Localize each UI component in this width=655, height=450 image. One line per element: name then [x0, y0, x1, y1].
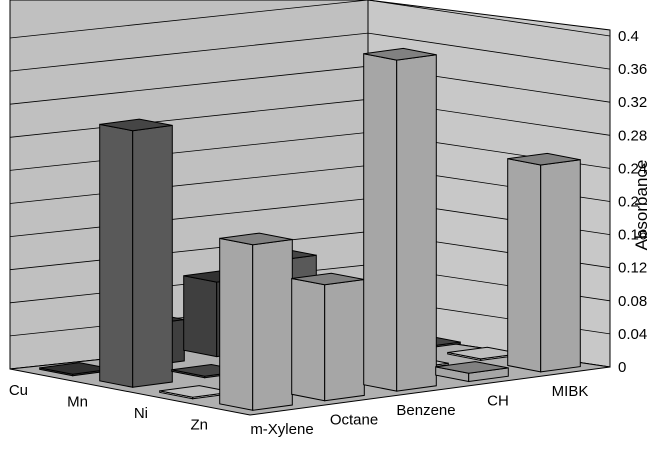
y-axis-ticks: 0 0.04 0.08 0.12 0.16 0.2 0.24 0.28 0.32 0.36 0.4: [618, 28, 647, 376]
bar-top: [219, 232, 293, 246]
y-tick-label: 0.2: [618, 194, 639, 211]
bar-top: [435, 361, 509, 374]
bar-front: [540, 159, 581, 373]
depth-label: Cu: [9, 382, 28, 399]
bar-front: [132, 124, 173, 388]
category-label: Octane: [330, 412, 378, 429]
bar-side: [183, 275, 218, 358]
y-tick-label: 0.32: [618, 94, 647, 111]
y-tick-label: 0.28: [618, 127, 647, 144]
bar-top: [159, 385, 233, 398]
depth-axis-labels: Zn Ni Mn Cu: [9, 382, 208, 434]
y-tick-label: 0.36: [618, 61, 647, 78]
bar-Zn-Octane: [291, 272, 365, 402]
depth-label: Zn: [190, 416, 208, 433]
y-tick-label: 0.4: [618, 28, 639, 45]
bar-Zn-m-Xylene: [219, 232, 293, 411]
bar-top: [99, 118, 173, 132]
bar-top: [39, 362, 113, 375]
bars: [39, 47, 581, 411]
bar-front: [396, 54, 437, 392]
depth-label: Ni: [134, 405, 148, 422]
bar-side: [219, 237, 254, 411]
category-labels: m-Xylene Octane Benzene CH MIBK: [250, 383, 588, 438]
y-tick-label: 0: [618, 359, 626, 376]
y-tick-label: 0.04: [618, 326, 647, 343]
bar-Zn-CH: [435, 361, 509, 383]
bar-top: [291, 272, 365, 286]
y-axis-title: Absorbance: [632, 160, 651, 251]
bar-Mn-m-Xylene: [99, 118, 173, 388]
gridline: [9, 0, 611, 39]
category-label: MIBK: [552, 383, 589, 400]
bar-top: [507, 152, 581, 166]
bar-side: [363, 53, 398, 392]
depth-label: Mn: [67, 393, 88, 410]
category-label: Benzene: [396, 402, 455, 419]
y-tick-label: 0.24: [618, 160, 647, 177]
y-tick-label: 0.12: [618, 260, 647, 277]
bar-Zn-MIBK: [507, 152, 581, 373]
y-tick-label: 0.16: [618, 227, 647, 244]
bar-Zn-Benzene: [363, 47, 437, 392]
bar-front: [252, 238, 293, 411]
y-tick-label: 0.08: [618, 293, 647, 310]
bar-top: [363, 47, 437, 61]
bar-side: [99, 123, 134, 388]
bar-side: [291, 277, 326, 402]
bar-front: [324, 278, 365, 402]
gridline: [9, 32, 611, 72]
bar-top: [447, 346, 521, 360]
category-label: CH: [487, 392, 509, 409]
bar-side: [507, 158, 542, 373]
category-label: m-Xylene: [250, 421, 313, 438]
